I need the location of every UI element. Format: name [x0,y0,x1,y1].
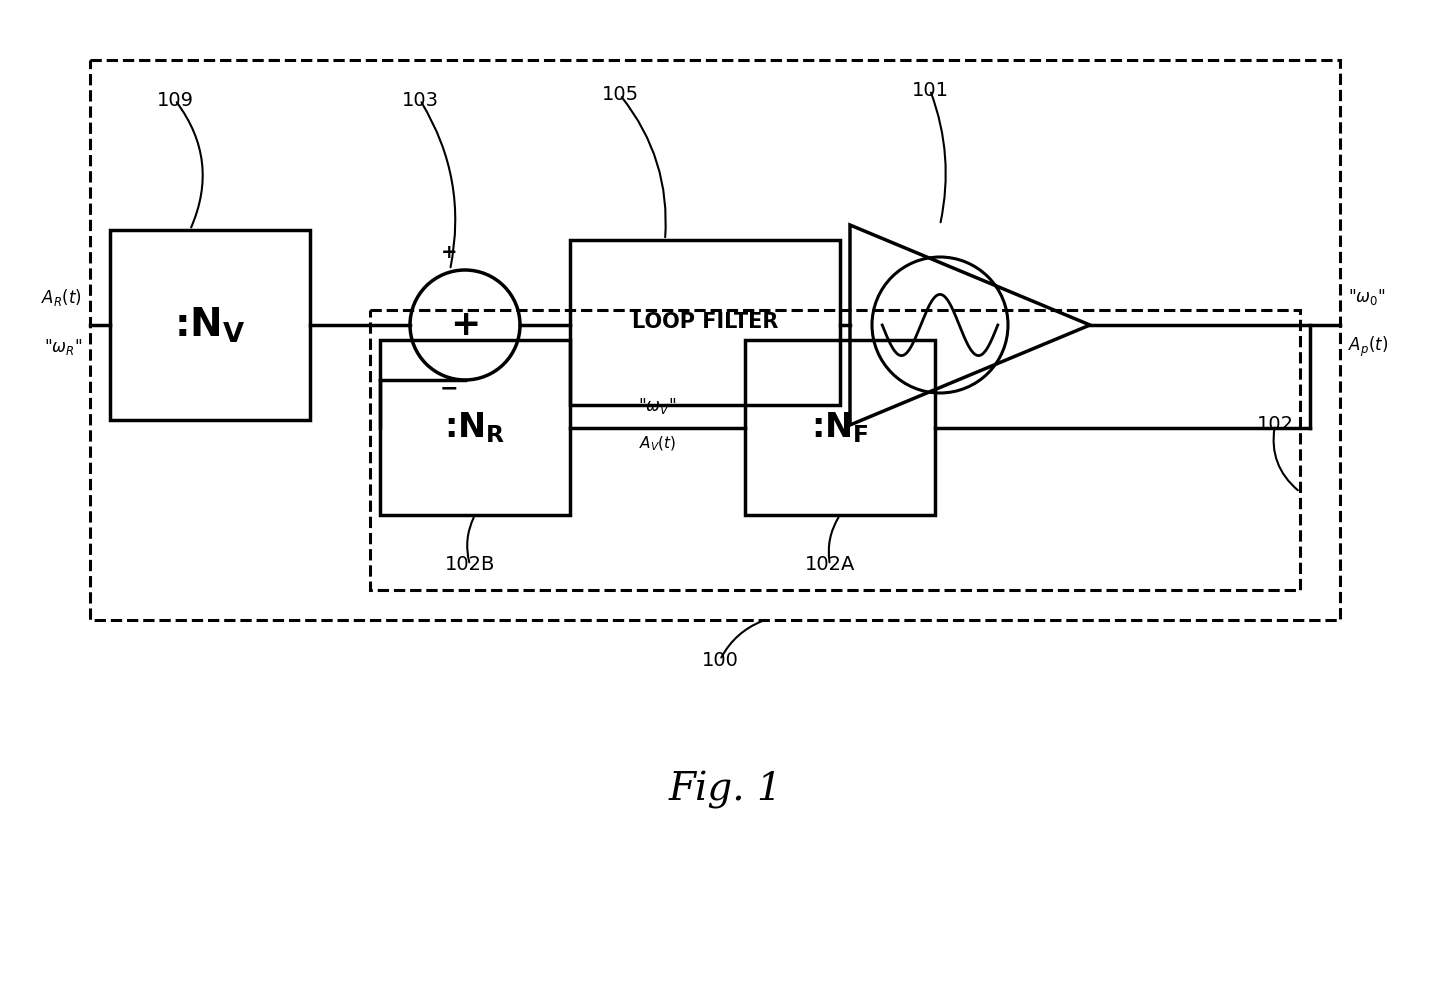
Text: +: + [441,243,457,262]
Text: −: − [439,378,458,398]
Text: "$\omega_R$": "$\omega_R$" [44,337,83,357]
Text: "$\omega_0$": "$\omega_0$" [1348,287,1386,307]
Text: +: + [450,308,480,342]
Text: 100: 100 [702,650,738,669]
Text: $A_R(t)$: $A_R(t)$ [41,287,83,308]
Text: 105: 105 [602,86,638,105]
Text: 102A: 102A [805,555,856,574]
Text: $A_p(t)$: $A_p(t)$ [1348,335,1388,359]
Text: :$\mathbf{N_R}$: :$\mathbf{N_R}$ [444,411,506,445]
Text: 102B: 102B [445,555,496,574]
Text: :$\mathbf{N_F}$: :$\mathbf{N_F}$ [811,411,869,445]
Text: 102: 102 [1257,416,1293,435]
Text: 101: 101 [912,81,948,100]
Text: Fig. 1: Fig. 1 [668,771,782,809]
Text: :$\mathbf{N_V}$: :$\mathbf{N_V}$ [174,306,245,345]
Text: $A_V(t)$: $A_V(t)$ [639,435,676,453]
Text: 109: 109 [157,91,193,110]
Text: "$\omega_V$": "$\omega_V$" [638,396,677,416]
Text: LOOP FILTER: LOOP FILTER [632,313,779,333]
Text: 103: 103 [402,91,438,110]
